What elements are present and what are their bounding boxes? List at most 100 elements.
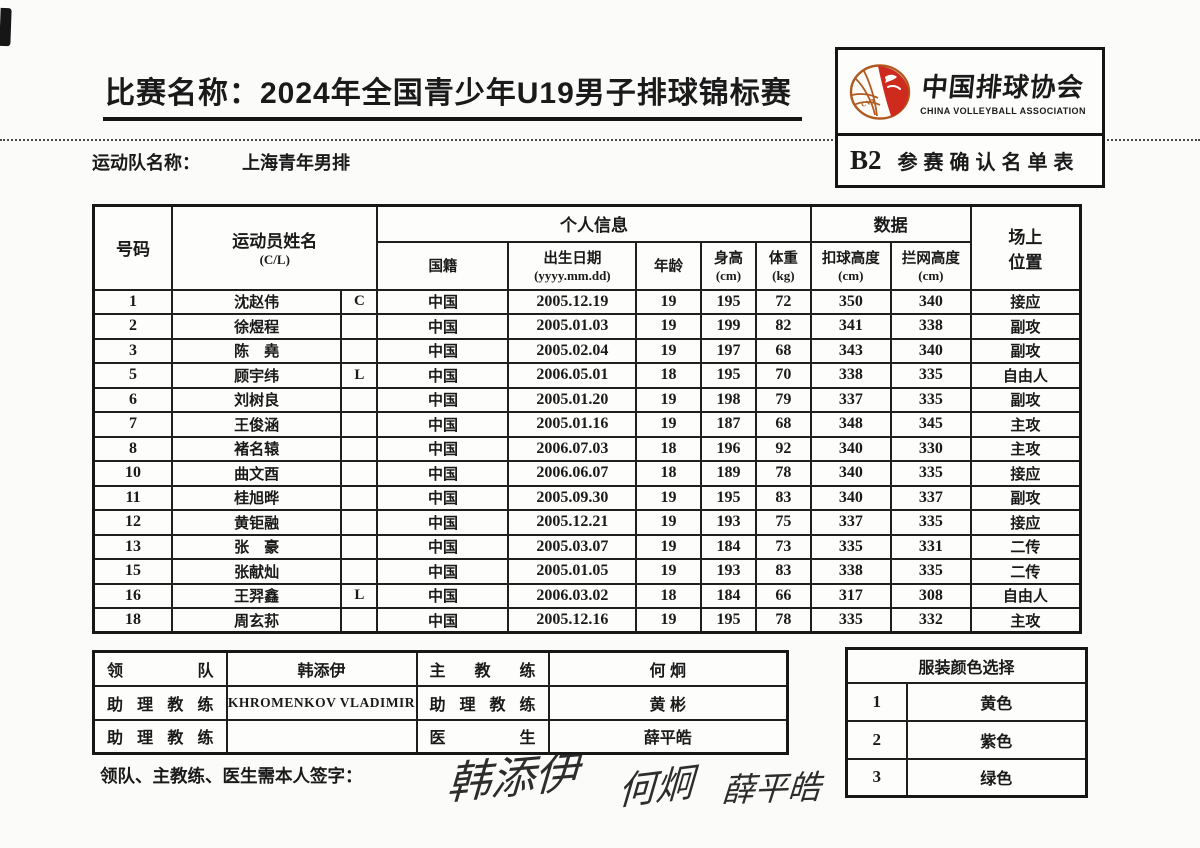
player-cl-flag xyxy=(340,607,379,634)
col-header-weight: 体重 (kg) xyxy=(755,240,812,291)
player-height: 199 xyxy=(699,313,758,340)
player-weight: 72 xyxy=(755,288,812,315)
player-height: 184 xyxy=(699,533,758,560)
player-block-height: 337 xyxy=(890,484,972,511)
player-weight: 70 xyxy=(755,362,812,389)
player-name: 黄钜融 xyxy=(171,509,343,536)
player-cl-flag xyxy=(340,411,379,438)
player-spike-height: 348 xyxy=(809,411,893,438)
player-height: 189 xyxy=(699,460,758,487)
org-name-cn: 中国排球协会 xyxy=(920,73,1086,102)
group-header-personal-info: 个人信息 xyxy=(376,204,812,243)
table-row: 2 徐煜程 中国 2005.01.03 19 199 82 341 338 副攻 xyxy=(92,313,1082,340)
player-cl-flag: C xyxy=(340,288,379,315)
player-age: 18 xyxy=(635,362,702,389)
table-row: 10 曲文酉 中国 2006.06.07 18 189 78 340 335 接… xyxy=(92,460,1082,487)
staff-row: 助 理 教 练 医 生 薛平皓 xyxy=(92,718,789,755)
player-number: 18 xyxy=(92,607,174,634)
staff-role-right: 助 理 教 练 xyxy=(415,684,550,721)
form-code: B2 xyxy=(850,144,882,175)
player-spike-height: 338 xyxy=(809,362,893,389)
player-birthdate: 2005.12.19 xyxy=(507,288,638,315)
player-number: 5 xyxy=(92,362,174,389)
player-position: 主攻 xyxy=(969,435,1082,462)
player-cl-flag xyxy=(340,386,379,413)
team-name-value: 上海青年男排 xyxy=(242,153,350,173)
player-spike-height: 335 xyxy=(809,533,893,560)
player-birthdate: 2005.03.07 xyxy=(507,533,638,560)
player-name: 周玄荪 xyxy=(171,607,343,634)
player-birthdate: 2006.05.01 xyxy=(507,362,638,389)
player-block-height: 335 xyxy=(890,509,972,536)
player-number: 13 xyxy=(92,533,174,560)
signature-instruction-label: 领队、主教练、医生需本人签字： xyxy=(100,766,363,786)
player-age: 18 xyxy=(635,435,702,462)
player-cl-flag: L xyxy=(340,582,379,609)
player-number: 6 xyxy=(92,386,174,413)
player-nationality: 中国 xyxy=(376,509,510,536)
table-row: 12 黄钜融 中国 2005.12.21 19 193 75 337 335 接… xyxy=(92,509,1082,536)
player-block-height: 332 xyxy=(890,607,972,634)
volleyball-icon: CVA xyxy=(849,63,911,120)
player-spike-height: 350 xyxy=(809,288,893,315)
table-row: 5 顾宇纬 L 中国 2006.05.01 18 195 70 338 335 … xyxy=(92,362,1082,389)
form-title: 参赛确认名单表 xyxy=(897,151,1080,174)
player-age: 19 xyxy=(635,411,702,438)
player-cl-flag xyxy=(340,509,379,536)
table-row: 1 沈赵伟 C 中国 2005.12.19 19 195 72 350 340 … xyxy=(92,288,1082,315)
player-cl-flag: L xyxy=(340,362,379,389)
org-name-en: CHINA VOLLEYBALL ASSOCIATION xyxy=(920,106,1086,116)
player-position: 自由人 xyxy=(969,582,1082,609)
player-age: 19 xyxy=(635,386,702,413)
scan-artifact xyxy=(0,7,12,47)
form-id-row: B2 参赛确认名单表 xyxy=(838,136,1102,184)
player-position: 接应 xyxy=(969,509,1082,536)
col-header-height: 身高 (cm) xyxy=(699,240,758,291)
player-block-height: 338 xyxy=(890,313,972,340)
player-height: 187 xyxy=(699,411,758,438)
player-height: 197 xyxy=(699,337,758,364)
player-name: 刘树良 xyxy=(171,386,343,413)
player-block-height: 340 xyxy=(890,337,972,364)
player-birthdate: 2006.03.02 xyxy=(507,582,638,609)
signature-head-coach: 何炯 xyxy=(616,760,695,814)
player-spike-height: 340 xyxy=(809,435,893,462)
uniform-color-row: 1 黄色 xyxy=(845,681,1088,722)
table-row: 7 王俊涵 中国 2005.01.16 19 187 68 348 345 主攻 xyxy=(92,411,1082,438)
player-birthdate: 2005.09.30 xyxy=(507,484,638,511)
player-weight: 92 xyxy=(755,435,812,462)
staff-name-left: 韩添伊 xyxy=(225,650,418,687)
col-header-spike: 扣球高度 (cm) xyxy=(809,240,893,291)
player-birthdate: 2005.01.20 xyxy=(507,386,638,413)
player-block-height: 308 xyxy=(890,582,972,609)
player-age: 18 xyxy=(635,460,702,487)
player-position: 接应 xyxy=(969,460,1082,487)
col-header-birthdate: 出生日期 (yyyy.mm.dd) xyxy=(507,240,638,291)
table-row: 3 陈 堯 中国 2005.02.04 19 197 68 343 340 副攻 xyxy=(92,337,1082,364)
staff-role-right: 主 教 练 xyxy=(415,650,550,687)
staff-name-right: 薛平皓 xyxy=(547,718,789,755)
player-position: 副攻 xyxy=(969,386,1082,413)
player-birthdate: 2005.12.16 xyxy=(507,607,638,634)
cva-logo-row: CVA 中国排球协会 CHINA VOLLEYBALL ASSOCIATION xyxy=(838,50,1102,136)
col-header-name: 运动员姓名 (C/L) xyxy=(171,204,379,291)
player-position: 主攻 xyxy=(969,607,1082,634)
player-name: 王羿鑫 xyxy=(171,582,343,609)
player-birthdate: 2005.12.21 xyxy=(507,509,638,536)
player-birthdate: 2005.02.04 xyxy=(507,337,638,364)
player-name: 顾宇纬 xyxy=(171,362,343,389)
player-block-height: 335 xyxy=(890,386,972,413)
player-block-height: 345 xyxy=(890,411,972,438)
player-birthdate: 2005.01.05 xyxy=(507,558,638,585)
uniform-table-title: 服装颜色选择 xyxy=(845,647,1088,684)
staff-row: 助 理 教 练 KHROMENKOV VLADIMIR 助 理 教 练 黄 彬 xyxy=(92,684,789,721)
player-block-height: 335 xyxy=(890,460,972,487)
player-number: 1 xyxy=(92,288,174,315)
staff-name-right: 何 炯 xyxy=(547,650,789,687)
table-row: 13 张 豪 中国 2005.03.07 19 184 73 335 331 二… xyxy=(92,533,1082,560)
player-nationality: 中国 xyxy=(376,558,510,585)
player-nationality: 中国 xyxy=(376,435,510,462)
player-block-height: 335 xyxy=(890,558,972,585)
player-spike-height: 341 xyxy=(809,313,893,340)
staff-role-right: 医 生 xyxy=(415,718,550,755)
